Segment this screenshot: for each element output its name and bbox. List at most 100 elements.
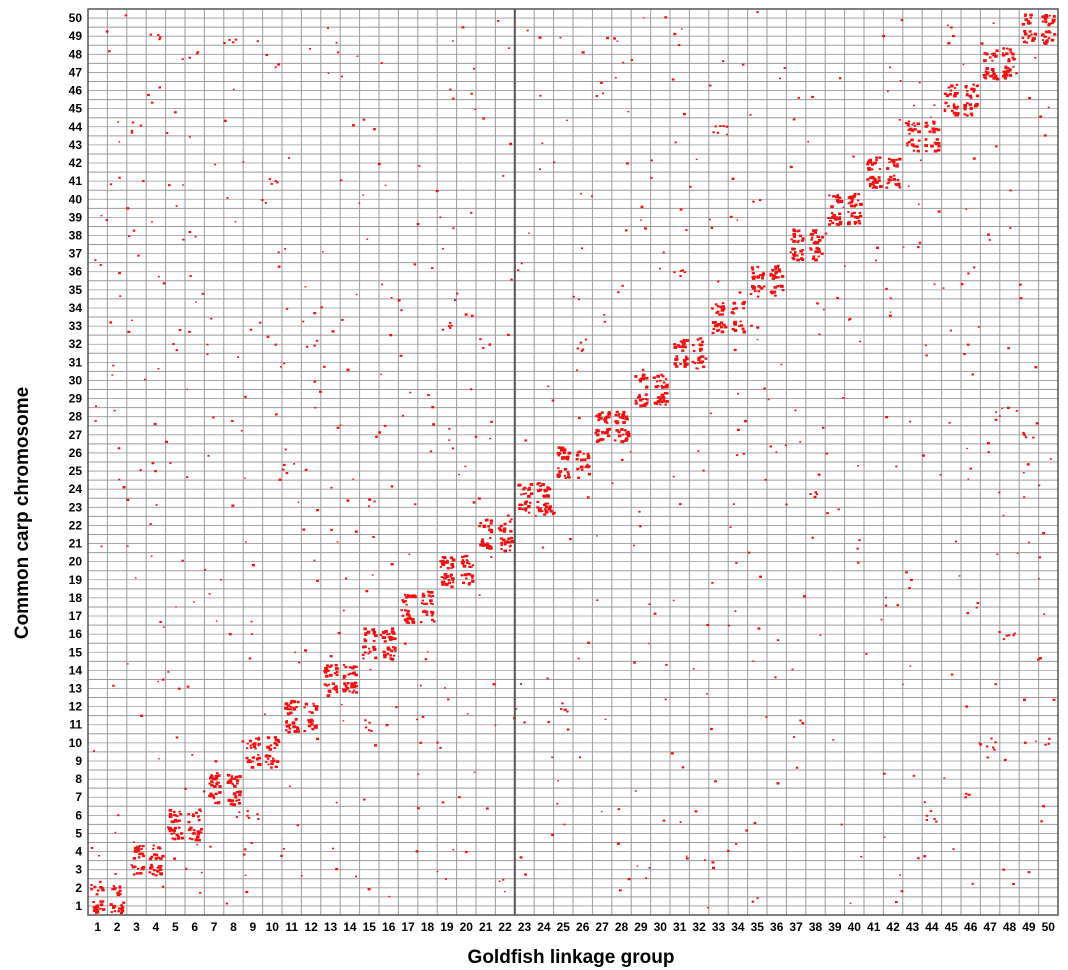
dot-mark: [372, 630, 377, 634]
dot-mark: [665, 392, 669, 395]
dot-mark: [625, 415, 629, 419]
dot-mark: [135, 872, 139, 875]
dot-mark: [638, 510, 641, 513]
dot-mark: [879, 185, 883, 189]
dot-mark: [1001, 74, 1006, 78]
y-tick-label: 9: [75, 754, 82, 768]
dot-mark: [415, 850, 419, 853]
dot-mark: [617, 291, 620, 294]
dot-mark: [157, 856, 161, 859]
dot-mark: [337, 631, 341, 635]
dot-mark: [752, 277, 756, 280]
dot-mark: [197, 830, 201, 834]
dot-mark: [1015, 409, 1018, 412]
dot-mark: [405, 620, 409, 624]
x-tick-label: 36: [770, 920, 784, 934]
dot-mark: [1004, 72, 1008, 75]
dot-mark: [1002, 514, 1005, 517]
dot-mark: [706, 907, 709, 909]
dot-mark: [150, 555, 153, 557]
dot-mark: [118, 271, 121, 275]
dot-mark: [898, 118, 901, 121]
dot-mark: [970, 114, 974, 117]
dot-mark: [994, 683, 997, 686]
dot-mark: [696, 361, 700, 364]
x-tick-label: 20: [460, 920, 474, 934]
dot-mark: [671, 78, 675, 81]
grid: [88, 9, 1058, 915]
dot-mark: [975, 102, 979, 106]
dot-mark: [257, 754, 260, 756]
dot-mark: [813, 231, 817, 234]
dot-mark: [887, 157, 891, 161]
dot-mark: [950, 26, 953, 29]
dot-mark: [752, 660, 755, 662]
dot-mark: [543, 488, 548, 492]
dot-mark: [161, 885, 165, 888]
dot-mark: [257, 737, 261, 741]
dot-mark: [998, 491, 1001, 494]
dot-mark: [865, 653, 868, 655]
dot-mark: [675, 365, 679, 368]
dot-mark: [720, 325, 724, 328]
dot-mark: [932, 122, 936, 125]
dot-mark: [983, 52, 987, 55]
dot-mark: [977, 326, 980, 328]
dot-mark: [1023, 741, 1027, 744]
dot-mark: [910, 578, 913, 582]
dot-mark: [220, 578, 223, 581]
dot-mark: [797, 229, 801, 232]
dot-mark: [450, 563, 454, 567]
dot-mark: [99, 264, 102, 266]
dot-mark: [132, 857, 137, 860]
dot-mark: [770, 290, 774, 293]
dot-mark: [282, 463, 286, 467]
dot-mark: [672, 599, 675, 602]
dot-mark: [850, 197, 854, 200]
dot-mark: [159, 36, 162, 39]
dot-mark: [443, 576, 447, 580]
dot-mark: [343, 683, 347, 686]
dot-mark: [223, 119, 227, 122]
dot-mark: [838, 77, 842, 80]
dot-mark: [172, 810, 176, 813]
dot-mark: [192, 832, 196, 835]
dot-mark: [701, 340, 704, 343]
dot-mark: [983, 76, 986, 79]
dot-mark: [352, 685, 357, 689]
dot-mark: [539, 488, 543, 492]
dot-mark: [136, 845, 140, 849]
dot-mark: [814, 250, 818, 254]
dot-mark: [470, 574, 475, 578]
dot-mark: [424, 658, 428, 661]
dot-mark: [726, 133, 729, 136]
dot-mark: [815, 229, 818, 232]
x-tick-label: 48: [1003, 920, 1017, 934]
dot-mark: [186, 388, 189, 390]
dot-mark: [701, 355, 705, 358]
dot-mark: [976, 602, 980, 605]
dot-mark: [972, 90, 976, 93]
x-tick-label: 6: [191, 920, 198, 934]
dot-mark: [401, 599, 405, 602]
dot-mark: [597, 418, 601, 422]
dot-mark: [634, 790, 637, 792]
dot-mark: [656, 400, 660, 404]
dot-mark: [992, 52, 996, 56]
dot-mark: [507, 540, 511, 544]
dot-mark: [90, 888, 94, 891]
dot-mark: [923, 855, 927, 858]
dot-mark: [234, 796, 238, 799]
dot-mark: [838, 212, 842, 216]
dot-mark: [108, 50, 111, 53]
dot-mark: [110, 911, 113, 914]
y-tick-label: 34: [69, 301, 83, 315]
dot-mark: [234, 775, 239, 779]
dot-mark: [639, 525, 642, 528]
dot-mark: [685, 857, 689, 860]
dot-mark: [560, 456, 565, 459]
x-tick-label: 41: [867, 920, 881, 934]
dot-mark: [618, 413, 621, 415]
dot-mark: [814, 491, 818, 494]
dot-mark: [955, 83, 959, 86]
